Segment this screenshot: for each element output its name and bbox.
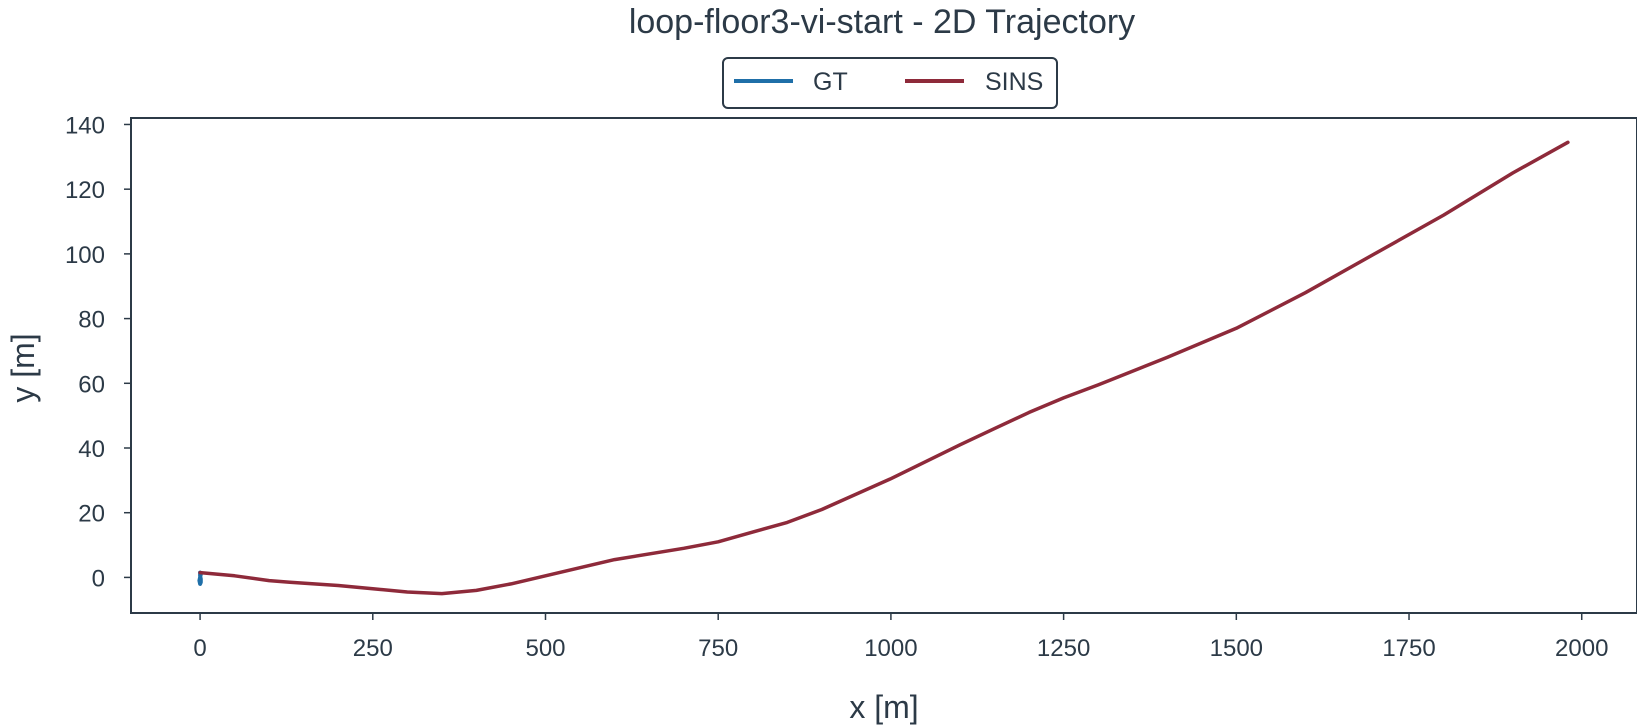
legend: GT SINS [722,57,1058,109]
x-axis-label: x [m] [849,689,918,725]
chart-title: loop-floor3-vi-start - 2D Trajectory [629,3,1135,41]
y-axis: 0 20 40 60 80 100 120 140 [65,112,131,592]
y-axis-label: y [m] [5,333,41,402]
plot-frame [130,117,1637,614]
y-tick-label: 80 [78,307,105,334]
x-tick-label: 500 [525,635,565,662]
y-tick-label: 60 [78,371,105,398]
x-axis: 0 250 500 750 1000 1250 1500 1750 2000 [193,613,1608,662]
y-tick-label: 20 [78,501,105,528]
x-tick-label: 750 [698,635,738,662]
legend-box [722,57,1058,109]
x-tick-label: 2000 [1555,635,1608,662]
plot-area [197,140,1570,596]
x-tick-label: 1750 [1382,635,1435,662]
series-line-gt [197,570,203,586]
x-tick-label: 250 [353,635,393,662]
series-line-sins [198,140,1570,596]
x-tick-label: 1000 [864,635,917,662]
y-tick-label: 120 [65,177,105,204]
y-tick-label: 100 [65,242,105,269]
x-tick-label: 1250 [1037,635,1090,662]
y-tick-label: 0 [92,565,105,592]
legend-label-gt: GT [813,68,848,96]
y-tick-label: 40 [78,436,105,463]
x-tick-label: 0 [193,635,206,662]
legend-label-sins: SINS [985,68,1043,96]
y-tick-label: 140 [65,112,105,139]
x-tick-label: 1500 [1210,635,1263,662]
